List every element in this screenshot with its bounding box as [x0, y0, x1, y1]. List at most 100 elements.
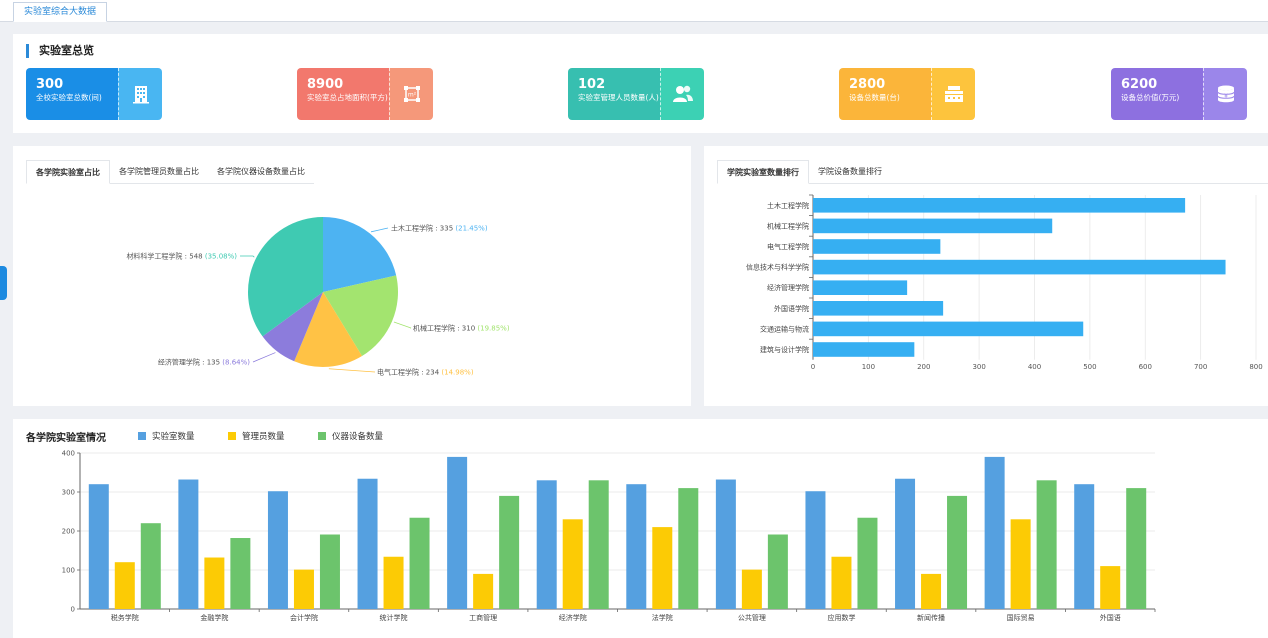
tab-equipment-ratio[interactable]: 各学院仪器设备数量占比: [217, 167, 305, 176]
x-tick-label: 工商管理: [469, 613, 497, 622]
x-tick-label: 700: [1194, 363, 1207, 371]
bar: [813, 342, 915, 357]
stat-label: 实验室总占地面积(平方): [307, 93, 388, 102]
pie-label: 材料科学工程学院 : 548 (35.08%): [126, 252, 237, 261]
bar: [293, 569, 314, 609]
y-tick-label: 建筑与设计学院: [760, 345, 809, 354]
stat-value: 102: [578, 77, 606, 92]
y-tick-label: 经济管理学院: [767, 283, 809, 292]
ranking-bar-chart: 0 100 200 300 400 500 600 700 800 土木工程学院机械工程学院电气工…: [746, 194, 1263, 371]
bar: [114, 562, 135, 609]
stat-value: 8900: [307, 77, 344, 92]
bar: [947, 495, 968, 609]
pie-label-line: [240, 255, 255, 258]
bar: [204, 557, 225, 609]
stat-label: 设备总价值(万元): [1121, 93, 1180, 102]
x-tick-label: 会计学院: [290, 613, 318, 622]
legend-label: 仪器设备数量: [332, 432, 384, 442]
bar: [921, 573, 942, 609]
x-tick-label: 300: [972, 363, 985, 371]
tab-lab-big-data[interactable]: 实验室综合大数据: [13, 2, 108, 22]
ranking-panel: 学院实验室数量排行 学院设备数量排行 0 100 200 300 400 500 600 70…: [704, 146, 1268, 406]
stat-text: 102 实验室管理人员数量(人): [568, 68, 660, 120]
svg-text:¥: ¥: [1224, 93, 1228, 100]
bar: [895, 478, 916, 609]
bar: [813, 239, 941, 254]
bar: [588, 480, 609, 609]
tab-equipment-ranking[interactable]: 学院设备数量排行: [818, 167, 882, 176]
stat-label: 全校实验室总数(间): [36, 93, 102, 102]
pie-label: 电气工程学院 : 234 (14.98%): [377, 368, 474, 377]
bar: [767, 534, 788, 609]
x-tick-label: 法学院: [652, 613, 673, 622]
x-tick-label: 200: [917, 363, 930, 371]
bar: [715, 479, 736, 609]
users-icon: [660, 68, 704, 120]
stat-text: 300 全校实验室总数(间): [26, 68, 118, 120]
tab-admin-ratio[interactable]: 各学院管理员数量占比: [119, 167, 199, 176]
device-icon: [931, 68, 975, 120]
y-tick-label: 400: [62, 450, 75, 458]
legend-item-labs[interactable]: 实验室数量: [138, 430, 195, 442]
x-tick-label: 0: [811, 363, 815, 371]
pie-slice: [248, 217, 323, 337]
top-tab-bar: 实验室综合大数据: [0, 0, 1268, 22]
y-tick-label: 交通运输与物流: [760, 324, 809, 333]
overview-card: 实验室总览 300 全校实验室总数(间) 8900 实验室总占地面积(平方) m² 102…: [13, 34, 1268, 133]
ranking-panel-tabs: 学院实验室数量排行 学院设备数量排行: [717, 160, 1268, 184]
pie-label-line: [370, 227, 389, 233]
x-tick-label: 税务学院: [111, 613, 139, 622]
bar: [741, 569, 762, 609]
bar: [857, 517, 878, 609]
bar: [409, 517, 430, 609]
college-lab-panel: 各学院实验室情况 实验室数量 管理员数量 仪器设备数量 0 100 200 300 40…: [13, 419, 1268, 638]
bar: [178, 479, 199, 609]
bar: [813, 198, 1186, 213]
overview-title: 实验室总览: [26, 44, 94, 58]
x-tick-label: 公共管理: [738, 613, 766, 622]
x-tick-label: 600: [1139, 363, 1152, 371]
bar: [678, 488, 699, 609]
bar: [230, 538, 251, 609]
bar: [1100, 566, 1121, 609]
bar: [805, 491, 826, 609]
bar: [1074, 484, 1095, 609]
x-tick-label: 800: [1249, 363, 1262, 371]
bar: [536, 480, 557, 609]
x-tick-label: 新闻传播: [917, 613, 945, 622]
y-tick-label: 机械工程学院: [767, 221, 809, 230]
y-tick-label: 200: [62, 528, 75, 536]
stat-label: 实验室管理人员数量(人): [578, 93, 659, 102]
tab-lab-ranking[interactable]: 学院实验室数量排行: [717, 160, 809, 184]
legend-item-admins[interactable]: 管理员数量: [228, 430, 285, 442]
bar: [813, 259, 1226, 275]
stat-label: 设备总数量(台): [849, 93, 900, 102]
bar: [88, 484, 109, 609]
bar: [813, 301, 944, 316]
bar: [267, 491, 288, 609]
tab-lab-ratio[interactable]: 各学院实验室占比: [26, 160, 110, 184]
pie-panel-tabs: 各学院实验室占比 各学院管理员数量占比 各学院仪器设备数量占比: [26, 160, 314, 184]
bar: [499, 495, 520, 609]
bar: [1126, 488, 1147, 609]
collapse-sidebar-handle[interactable]: [0, 266, 7, 300]
pie-slice: [294, 292, 363, 367]
x-tick-label: 400: [1028, 363, 1041, 371]
legend-item-equipment[interactable]: 仪器设备数量: [318, 430, 383, 442]
bar: [383, 556, 404, 609]
pie-label-line: [252, 352, 276, 363]
bar: [1036, 480, 1057, 609]
x-tick-label: 统计学院: [380, 613, 408, 622]
pie-label: 土木工程学院 : 335 (21.45%): [391, 224, 488, 233]
stat-value: 2800: [849, 77, 886, 92]
bar: [626, 484, 647, 609]
stat-text: 2800 设备总数量(台): [839, 68, 931, 120]
y-tick-label: 100: [62, 567, 75, 575]
legend-label: 实验室数量: [152, 432, 195, 442]
legend-swatch: [228, 432, 236, 440]
pie-label: 机械工程学院 : 310 (19.85%): [413, 324, 510, 333]
bar: [813, 218, 1053, 234]
building-icon: [118, 68, 162, 120]
y-tick-label: 土木工程学院: [767, 201, 809, 210]
x-tick-label: 外国语: [1100, 613, 1121, 622]
